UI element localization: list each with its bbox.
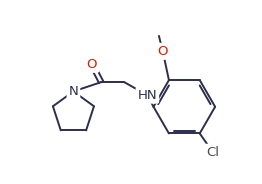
Text: N: N — [69, 85, 78, 98]
Text: O: O — [87, 58, 97, 71]
Text: Cl: Cl — [206, 146, 219, 159]
Text: HN: HN — [138, 89, 157, 102]
Text: O: O — [157, 45, 168, 58]
